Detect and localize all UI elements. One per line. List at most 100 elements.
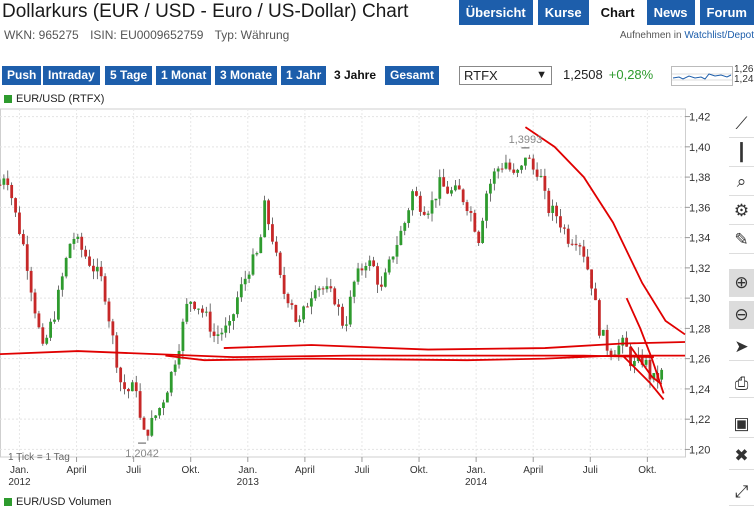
candle-body <box>84 249 88 257</box>
candle-body <box>453 185 457 191</box>
page-title: Dollarkurs (EUR / USD - Euro / US-Dollar… <box>2 1 409 22</box>
candle <box>84 245 88 259</box>
candle-body <box>282 274 286 294</box>
zoom-out-icon[interactable]: ⊖ <box>729 301 754 329</box>
candle-body <box>204 311 208 313</box>
drawn-trend-line <box>622 354 665 401</box>
candle-body <box>551 205 555 213</box>
candle-body <box>356 268 360 282</box>
candle-body <box>559 216 562 228</box>
y-tick-label: 1,26 <box>689 354 710 366</box>
range-push-button[interactable]: Push <box>2 66 42 85</box>
candle-body <box>380 284 383 287</box>
x-tick-label: April <box>523 465 543 476</box>
candle-body <box>360 268 364 271</box>
candle-body <box>247 274 251 279</box>
candle <box>169 371 173 397</box>
candle <box>422 206 426 216</box>
tab-uebersicht[interactable]: Übersicht <box>458 0 533 25</box>
candle-body <box>10 184 14 199</box>
candle-body <box>422 211 426 215</box>
candle <box>524 157 527 170</box>
candle <box>95 258 99 280</box>
candle-body <box>547 190 551 213</box>
candle-body <box>14 198 17 213</box>
expand-icon[interactable]: ⤢ <box>729 478 754 506</box>
zoom-in-icon[interactable]: ⊕ <box>729 269 754 297</box>
candle-body <box>232 314 235 321</box>
candle-body <box>228 320 232 326</box>
candle-body <box>193 301 197 309</box>
sparkline-chart[interactable] <box>671 66 733 86</box>
pointer-icon[interactable]: ➤ <box>729 333 754 361</box>
tab-forum[interactable]: Forum <box>699 0 754 25</box>
candle-body <box>119 367 123 383</box>
candle-body <box>485 193 488 221</box>
candle <box>123 374 126 395</box>
drawn-trend-line <box>165 354 685 362</box>
candle <box>251 248 255 277</box>
x-tick-label: Juli <box>354 465 369 476</box>
zoom-area-icon[interactable]: ⌕ <box>729 168 754 196</box>
settings-gear-icon[interactable]: ⚙ <box>729 197 754 225</box>
last-price: 1,2508 <box>563 67 603 82</box>
tab-chart[interactable]: Chart <box>593 0 642 25</box>
candle-body <box>652 373 656 380</box>
candle <box>313 285 317 301</box>
candle <box>403 221 407 236</box>
candle-body <box>103 276 107 302</box>
candle <box>173 360 177 376</box>
candle-body <box>33 292 37 314</box>
candle-body <box>150 417 154 436</box>
tab-news[interactable]: News <box>646 0 695 25</box>
y-tick-label: 1,20 <box>689 444 710 456</box>
candle-body <box>344 324 348 326</box>
candle <box>590 269 593 296</box>
candle <box>344 316 348 332</box>
price-chart[interactable]: 1,42 1,40 1,38 1,36 1,34 1,32 1,30 1,28 1,26 1,24… <box>0 105 729 487</box>
candle-body <box>492 171 496 184</box>
candle-body <box>239 284 243 298</box>
candle <box>302 305 305 324</box>
candle <box>21 229 25 246</box>
range-3jahre-button[interactable]: 3 Jahre <box>329 66 382 85</box>
candle <box>582 239 586 263</box>
pencil-tool-icon[interactable]: ✎ <box>729 226 754 254</box>
save-icon[interactable]: ▣ <box>729 410 754 438</box>
candle <box>236 291 239 318</box>
candle <box>154 415 158 421</box>
tab-kurse[interactable]: Kurse <box>537 0 589 25</box>
candle-body <box>111 321 115 336</box>
range-intraday-button[interactable]: Intraday <box>43 66 100 85</box>
candle-body <box>107 301 111 322</box>
candle <box>508 158 512 172</box>
range-gesamt-button[interactable]: Gesamt <box>385 66 440 85</box>
candle-body <box>415 191 418 196</box>
candle-body <box>329 286 333 289</box>
watchlist-link[interactable]: Watchlist/Depot <box>684 30 754 41</box>
candle-body <box>481 220 485 243</box>
range-3monate-button[interactable]: 3 Monate <box>215 66 278 85</box>
candle-body <box>138 391 142 418</box>
trend-line-tool-icon[interactable]: ⟋ <box>729 110 754 138</box>
range-1monat-button[interactable]: 1 Monat <box>156 66 212 85</box>
range-5tage-button[interactable]: 5 Tage <box>105 66 153 85</box>
delete-icon[interactable]: ✖ <box>729 442 754 470</box>
y-tick-label: 1,24 <box>689 384 710 396</box>
candle-body <box>434 198 438 201</box>
exchange-select[interactable]: RTFX ▼ <box>459 66 552 85</box>
print-icon[interactable]: ⎙ <box>729 370 754 398</box>
drawn-trend-line <box>629 346 663 386</box>
candle <box>465 199 469 216</box>
candles-tool-icon[interactable]: ┃ <box>729 139 754 167</box>
range-1jahr-button[interactable]: 1 Jahr <box>281 66 327 85</box>
candle <box>232 313 235 330</box>
candle-body <box>578 245 582 247</box>
x-tick-label: Jan. <box>238 465 257 476</box>
candle <box>500 162 504 173</box>
candle <box>165 391 169 403</box>
candle-body <box>605 329 609 351</box>
candle-body <box>92 265 95 272</box>
candle <box>189 301 193 312</box>
candle <box>259 234 263 254</box>
